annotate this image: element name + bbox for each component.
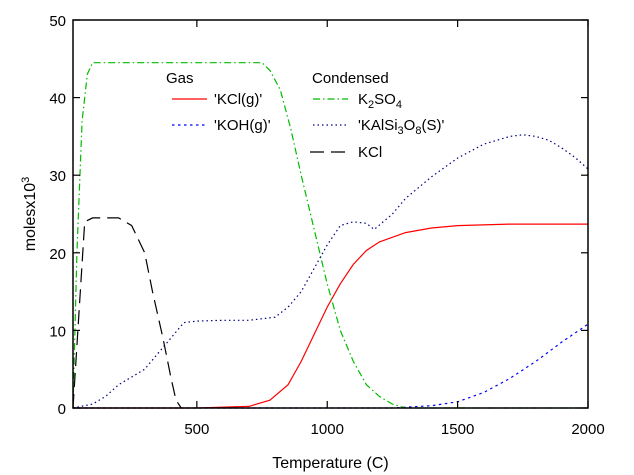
kalsi-part-2: O	[404, 117, 416, 134]
kalsi-part-1: 'KAlSi	[358, 117, 398, 134]
y-tick-label: 40	[49, 91, 66, 108]
x-tick-label: 2000	[571, 421, 604, 438]
series-line-kcl-g	[73, 223, 588, 409]
y-tick-label: 10	[49, 323, 66, 340]
legend-label-kcl: KCl	[358, 144, 382, 161]
legend-label-k2so4: K2SO4	[358, 91, 402, 111]
series-line-kcl	[72, 217, 182, 409]
y-tick-label: 0	[58, 401, 66, 418]
kalsi-sub-2: 8	[415, 125, 421, 137]
x-tick-label: 1500	[441, 421, 474, 438]
y-axis-title: molesx103	[20, 177, 39, 252]
k2so4-part-1: K	[358, 91, 368, 108]
y-axis-title-exponent: 3	[20, 177, 32, 183]
legend-label-kclg: 'KCl(g)'	[214, 91, 262, 108]
plot-frame	[72, 19, 589, 409]
legend-gas-header: Gas	[166, 70, 194, 87]
kalsi-sub-1: 3	[398, 125, 404, 137]
series-layer	[72, 62, 589, 409]
x-axis-title: Temperature (C)	[272, 455, 388, 472]
legend-label-koh: 'KOH(g)'	[214, 117, 271, 134]
series-line-k2so4	[72, 62, 588, 409]
k2so4-sub-2: 4	[396, 99, 402, 111]
y-tick-label: 50	[49, 13, 66, 30]
legend-condensed-header: Condensed	[312, 70, 389, 87]
k2so4-sub-1: 2	[368, 99, 374, 111]
kalsi-part-3: (S)'	[421, 117, 444, 134]
ticks-layer: 500 1000 1500 2000 0 10 20 30 40 50	[49, 13, 604, 438]
y-tick-label: 30	[49, 168, 66, 185]
series-line-koh-g	[73, 323, 589, 409]
series-line-kalsi3o8-s	[72, 134, 589, 409]
y-axis-title-base: molesx10	[22, 183, 39, 252]
legend: Gas Condensed 'KCl(g)' 'KOH(g)' KCl K2SO…	[166, 70, 444, 161]
x-tick-label: 500	[184, 421, 209, 438]
legend-label-kalsi: 'KAlSi3O8(S)'	[358, 117, 444, 137]
x-tick-label: 1000	[311, 421, 344, 438]
y-tick-label: 20	[49, 246, 66, 263]
k2so4-part-2: SO	[374, 91, 396, 108]
